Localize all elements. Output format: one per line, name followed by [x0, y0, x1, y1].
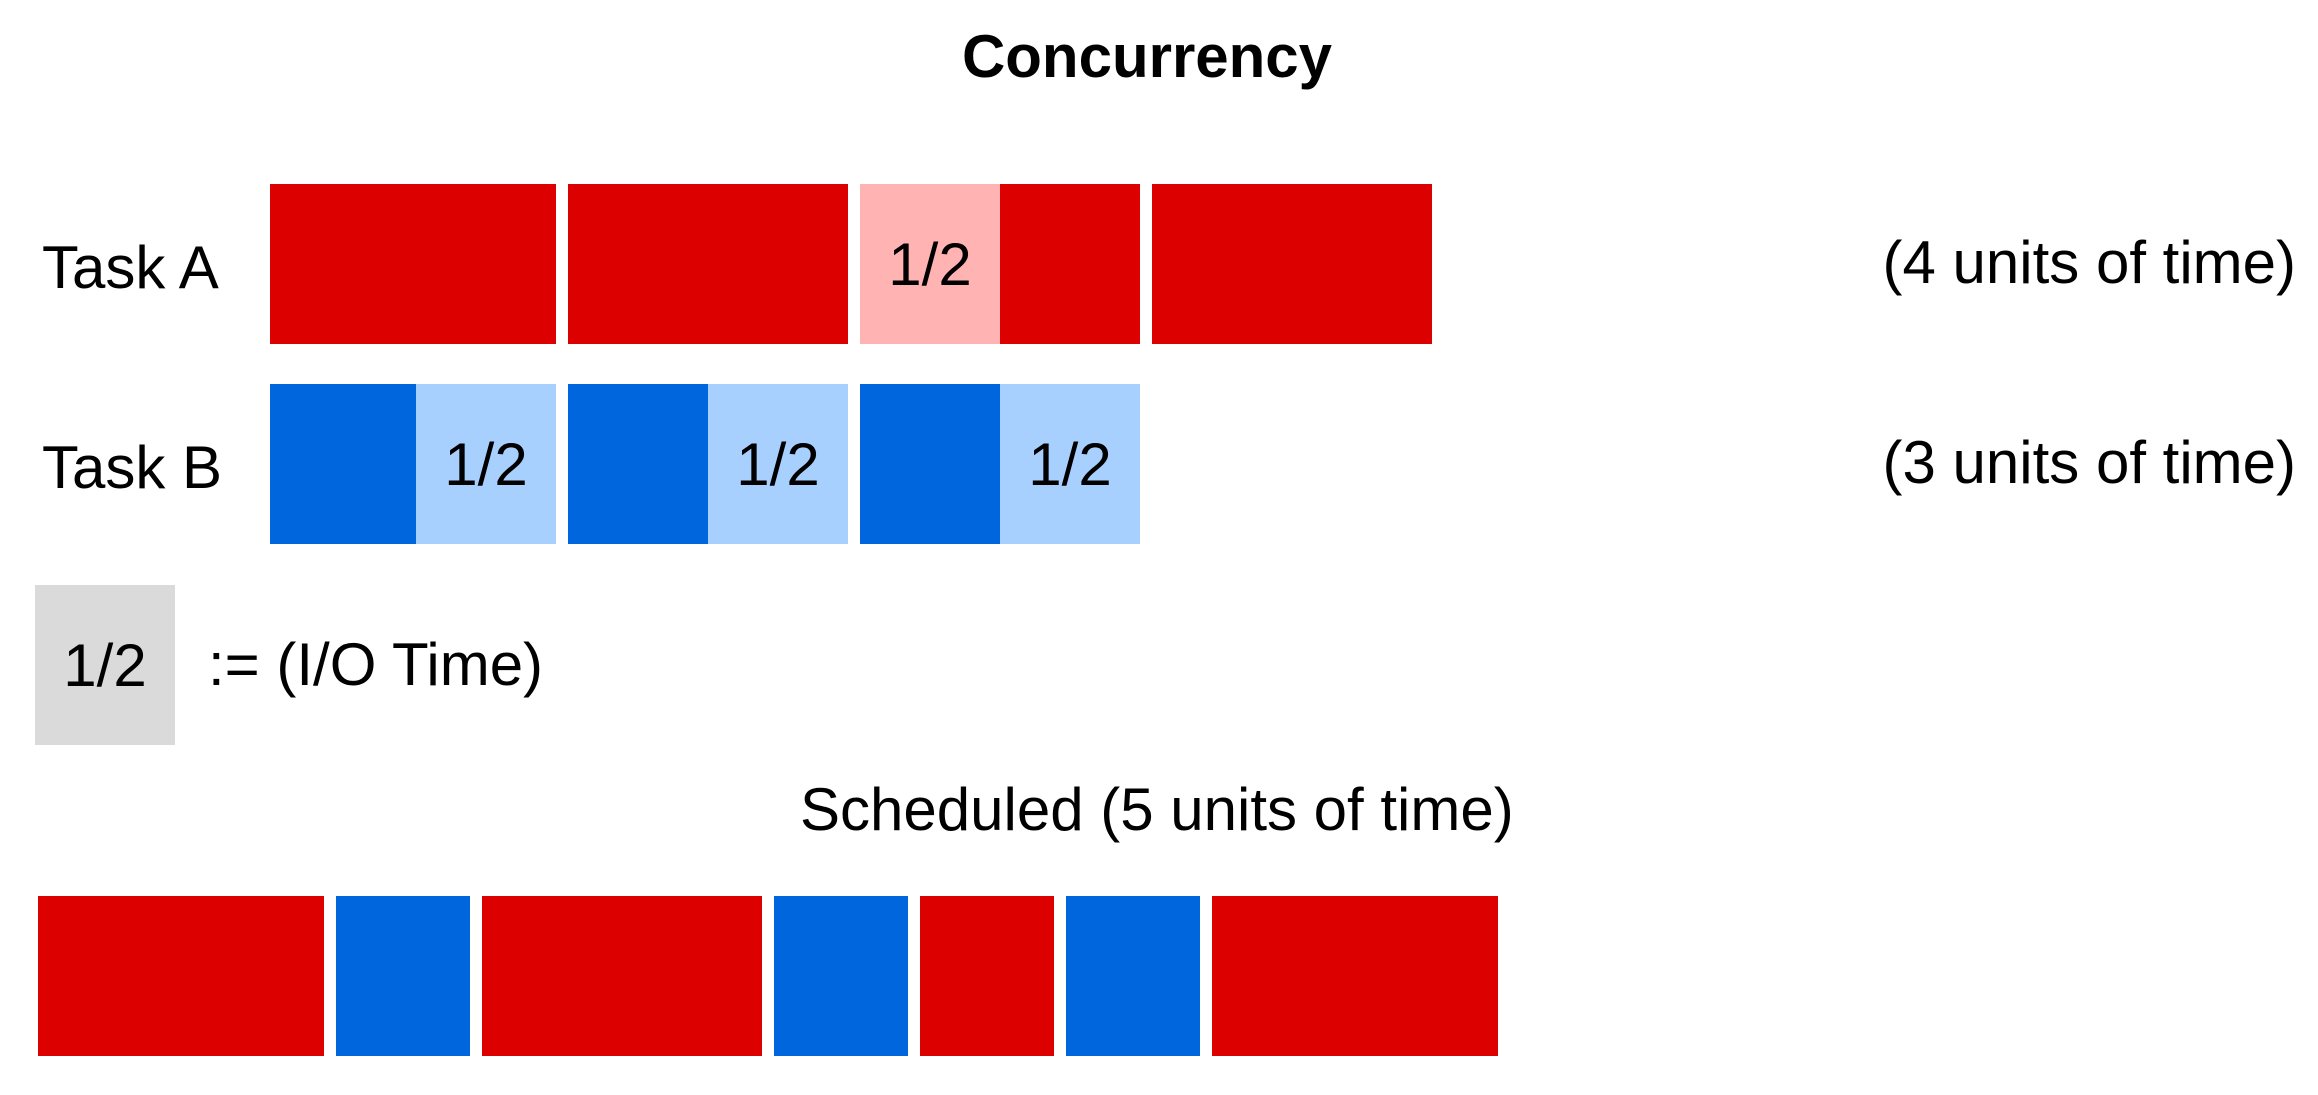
task-b-cpu-segment	[568, 384, 708, 544]
scheduled-task-a-segment	[920, 896, 1054, 1056]
task-a-cpu-segment	[568, 184, 848, 344]
task-a-cpu-segment	[1000, 184, 1140, 344]
task-a-label: Task A	[42, 234, 219, 301]
task-b-cpu-segment	[270, 384, 416, 544]
task-a-cpu-segment	[270, 184, 556, 344]
scheduled-task-a-segment	[1212, 896, 1498, 1056]
task-b-io-label: 1/2	[444, 430, 528, 498]
diagram-title: Concurrency	[961, 23, 1333, 90]
task-b-label: Task B	[42, 434, 223, 501]
task-a-cpu-segment	[1152, 184, 1432, 344]
io-legend-swatch: 1/2	[35, 585, 175, 745]
scheduled-task-b-segment	[1066, 896, 1200, 1056]
task-b-io-segment: 1/2	[416, 384, 556, 544]
scheduled-task-a-segment	[38, 896, 324, 1056]
scheduled-task-b-segment	[336, 896, 470, 1056]
task-b-io-label: 1/2	[1028, 430, 1112, 498]
task-b-io-segment: 1/2	[708, 384, 848, 544]
task-a-io-segment: 1/2	[860, 184, 1000, 344]
scheduled-task-b-segment	[774, 896, 908, 1056]
task-b-cpu-segment	[860, 384, 1000, 544]
scheduled-label: Scheduled (5 units of time)	[800, 776, 1514, 843]
task-a-io-label: 1/2	[888, 230, 972, 298]
task-b-io-label: 1/2	[736, 430, 820, 498]
io-legend-text: := (I/O Time)	[208, 631, 544, 698]
task-b-io-segment: 1/2	[1000, 384, 1140, 544]
io-legend-swatch-text: 1/2	[63, 631, 147, 699]
task-b-units: (3 units of time)	[1882, 429, 2296, 496]
scheduled-task-a-segment	[482, 896, 762, 1056]
task-a-units: (4 units of time)	[1882, 229, 2296, 296]
